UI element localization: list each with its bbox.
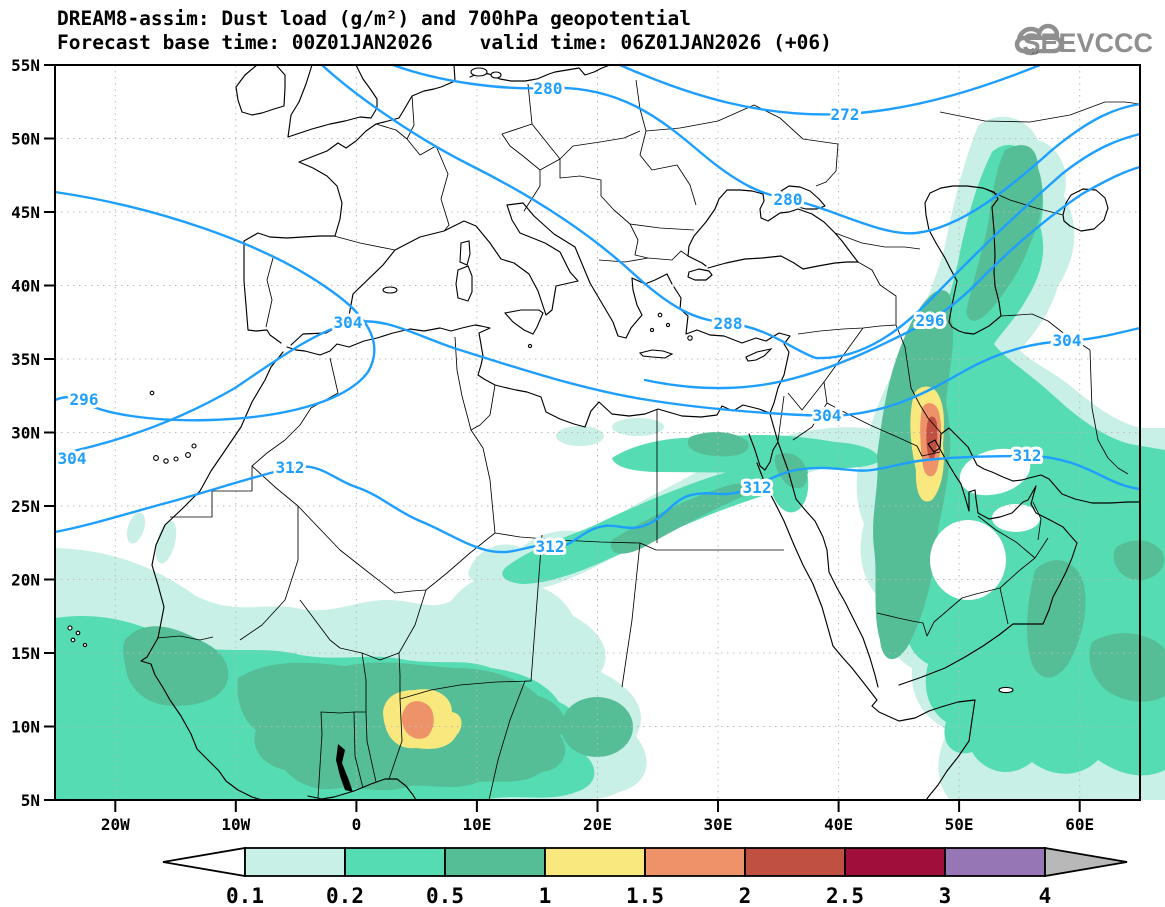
- coastlines: [140, 64, 1141, 801]
- sea-of-azov: [780, 185, 826, 210]
- longitude-ticks: [114, 800, 1081, 812]
- dust-fill-level-2: [926, 416, 938, 460]
- ireland-coast: [235, 64, 286, 116]
- black-sea-coast: [687, 189, 859, 270]
- lon-tick-label: 20E: [583, 815, 612, 834]
- longitude-axis: 20W 10W 0 10E 20E 30E 40E 50E 60E: [101, 815, 1094, 834]
- colorbar-tick-label: 0.1: [226, 884, 264, 907]
- contour-296-west: [53, 190, 376, 422]
- colorbar-tick-label: 0.5: [426, 884, 464, 907]
- contour-label: 312: [276, 458, 305, 477]
- lon-tick-label: 40E: [824, 815, 853, 834]
- caspian-sea: [924, 185, 1002, 335]
- aral-sea: [1062, 188, 1109, 232]
- lon-tick-label: 0: [352, 815, 362, 834]
- contour-label: 312: [743, 478, 772, 497]
- lon-tick-label: 30E: [704, 815, 733, 834]
- sea-of-marmara: [687, 268, 713, 281]
- lat-tick-label: 5N: [21, 791, 40, 810]
- colorbar-tick-label: 4: [1039, 884, 1052, 907]
- colorbar-tick-label: 1.5: [626, 884, 664, 907]
- figure-subtitle: Forecast base time: 00Z01JAN2026 valid t…: [57, 31, 832, 54]
- colorbar-cell: [844, 847, 946, 877]
- colorbar-over-arrow: [1044, 846, 1128, 878]
- contour-labels: 272 280 280 288 296 296 304 304 304 304 …: [55, 76, 1085, 559]
- colorbar-cell: [244, 847, 346, 877]
- great-britain-coast: [287, 64, 378, 138]
- contour-312: [53, 454, 1142, 554]
- lon-tick-label: 20W: [101, 815, 130, 834]
- colorbar-cell: [544, 847, 646, 877]
- lat-tick-label: 20N: [11, 571, 40, 590]
- lon-tick-label: 50E: [945, 815, 974, 834]
- lat-tick-label: 25N: [11, 497, 40, 516]
- contour-280: [391, 63, 1142, 235]
- lat-tick-label: 30N: [11, 424, 40, 443]
- lat-tick-label: 50N: [11, 130, 40, 149]
- contour-label: 312: [536, 537, 565, 556]
- cloud-arrow-icon: »: [1031, 42, 1039, 59]
- contour-label: 280: [774, 190, 803, 209]
- lat-tick-label: 40N: [11, 277, 40, 296]
- lat-tick-label: 35N: [11, 350, 40, 369]
- contour-296-east: [643, 165, 1142, 390]
- islands: [67, 67, 1014, 694]
- logo-text: SEEVCCC: [1022, 28, 1153, 58]
- lon-tick-label: 10E: [462, 815, 491, 834]
- arabia-gulf-coast: [898, 427, 1141, 686]
- contour-304: [53, 320, 1142, 457]
- latitude-ticks: [44, 64, 55, 801]
- lon-tick-label: 10W: [221, 815, 250, 834]
- contour-label: 296: [916, 311, 945, 330]
- colorbar-cell: [444, 847, 546, 877]
- contour-label: 296: [70, 390, 99, 409]
- latitude-axis: 55N 50N 45N 40N 35N 30N 25N 20N 15N 10N …: [11, 56, 40, 810]
- cloud-icon: [1014, 23, 1064, 56]
- contour-288: [320, 63, 1142, 360]
- colorbar-tick-label: 3: [939, 884, 952, 907]
- lake-volta: [336, 744, 353, 792]
- contour-label: 304: [813, 406, 842, 425]
- colorbar-cell: [344, 847, 446, 877]
- contour-label: 272: [831, 105, 860, 124]
- colorbar-cell: [744, 847, 846, 877]
- colorbar-cell: [944, 847, 1046, 877]
- geopotential-contours: [53, 63, 1142, 554]
- lat-tick-label: 10N: [11, 718, 40, 737]
- sinai-red-sea-coast: [748, 413, 976, 801]
- contour-label: 288: [714, 314, 743, 333]
- mediterranean-africa-coast: [140, 202, 791, 801]
- colorbar-tick-label: 2.5: [826, 884, 864, 907]
- colorbar: 0.1 0.2 0.5 1 1.5 2 2.5 3 4: [162, 846, 1128, 907]
- lat-tick-label: 15N: [11, 644, 40, 663]
- colorbar-tick-label: 0.2: [326, 884, 364, 907]
- colorbar-cell: [644, 847, 746, 877]
- africa-borders: [156, 336, 784, 801]
- contour-272: [618, 63, 1042, 116]
- lat-tick-label: 45N: [11, 203, 40, 222]
- colorbar-tick-label: 1: [539, 884, 552, 907]
- contour-label: 304: [1053, 331, 1082, 350]
- lat-tick-label: 55N: [11, 56, 40, 75]
- contour-label: 304: [334, 313, 363, 332]
- seevccc-logo: » SEEVCCC: [1014, 23, 1153, 59]
- colorbar-under-arrow: [162, 846, 246, 878]
- contour-label: 304: [58, 449, 87, 468]
- contour-label: 280: [534, 79, 563, 98]
- figure-title: DREAM8-assim: Dust load (g/m²) and 700hP…: [57, 7, 691, 30]
- contour-label: 312: [1013, 446, 1042, 465]
- colorbar-tick-label: 2: [739, 884, 752, 907]
- lon-tick-label: 60E: [1065, 815, 1094, 834]
